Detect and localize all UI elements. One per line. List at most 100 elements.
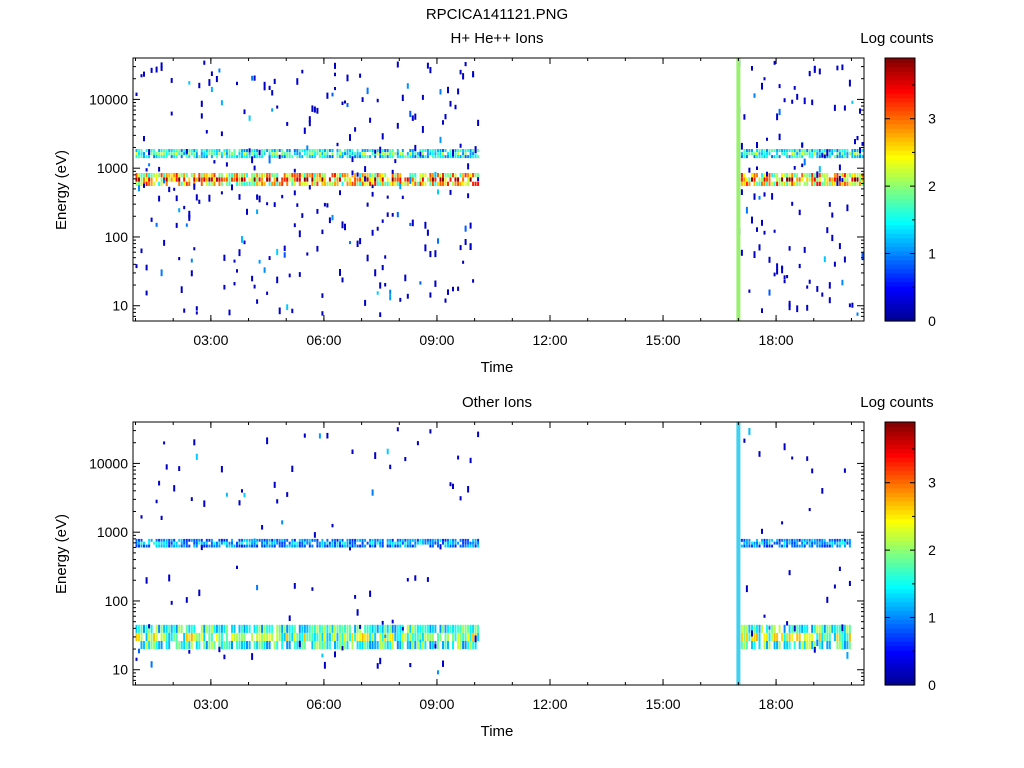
heatmap-cell [341,101,344,105]
heatmap-cell [283,538,286,542]
heatmap-cell [326,149,329,152]
heatmap-cell [859,155,861,159]
heatmap-cell [268,641,271,650]
heatmap-cell [467,149,470,152]
heatmap-cell [801,155,804,159]
heatmap-cell [266,437,269,445]
colorbar-segment [885,167,915,173]
heatmap-cell [434,152,437,156]
heatmap-cell [293,173,296,178]
heatmap-cell [376,181,379,186]
heatmap-cell [821,149,824,152]
heatmap-cell [278,632,281,641]
colorbar-segment [885,150,915,156]
colorbar-segment [885,619,915,625]
colorbar-tick-label: 3 [928,475,936,491]
heatmap-cell [163,544,166,548]
heatmap-cell [349,134,351,141]
heatmap-cell [429,544,432,548]
heatmap-cell [756,541,758,545]
heatmap-cell [339,173,341,178]
heatmap-cell [359,641,362,650]
colorbar-segment [885,290,915,296]
heatmap-cell [374,544,377,548]
heatmap-cell [135,149,138,152]
heatmap-cell [421,173,424,178]
heatmap-cell [854,149,856,152]
heatmap-cell [409,155,412,159]
heatmap-cell [276,177,279,182]
heatmap-cell [173,155,176,159]
heatmap-cell [215,541,218,545]
heatmap-cell [291,538,294,542]
heatmap-cell [303,127,306,134]
heatmap-cell [838,155,841,159]
heatmap-cell [454,624,457,633]
heatmap-cell [148,173,151,178]
heatmap-cell [203,544,206,548]
heatmap-cell [145,149,148,152]
heatmap-cell [454,541,457,545]
heatmap-cell [361,173,364,178]
heatmap-cell [334,544,336,548]
heatmap-cell [168,149,171,152]
heatmap-cell [135,173,138,178]
heatmap-cell [429,152,432,156]
heatmap-cell [313,106,316,113]
heatmap-cell [743,114,746,120]
x-tick-label: 06:00 [306,332,341,348]
heatmap-cell [833,261,836,267]
heatmap-cell [173,544,176,548]
heatmap-cell [401,626,404,631]
heatmap-cell [246,152,248,156]
heatmap-cell [364,538,367,542]
colorbar-segment [885,606,915,612]
heatmap-cell [268,173,271,178]
heatmap-cell [389,641,392,650]
heatmap-cell [208,632,211,641]
heatmap-cell [813,66,816,73]
heatmap-cell [276,499,279,504]
heatmap-cell [459,624,462,633]
heatmap-cell [788,155,791,159]
heatmap-cell [788,246,791,251]
heatmap-cell [281,641,284,650]
heatmap-cell [740,155,743,159]
heatmap-cell [776,149,779,152]
heatmap-cell [148,163,151,167]
heatmap-cell [331,173,334,178]
heatmap-cell [205,130,208,134]
heatmap-cell [384,173,387,178]
heatmap-cell [753,173,756,178]
heatmap-cell [205,177,208,182]
heatmap-cell [135,264,138,269]
heatmap-cell [158,480,161,486]
heatmap-cell [185,544,188,548]
heatmap-cell [140,544,143,548]
heatmap-cell [366,624,369,633]
heatmap-cell [140,515,143,519]
heatmap-cell [190,624,193,633]
heatmap-cell [160,269,163,277]
heatmap-cell [798,544,801,548]
heatmap-cell [366,541,369,545]
x-tick-label: 18:00 [759,332,794,348]
colorbar-segment [885,645,915,651]
heatmap-cell [223,177,226,182]
heatmap-cell [311,624,314,633]
heatmap-cell [431,544,434,548]
heatmap-cell [434,624,437,633]
heatmap-cell [831,544,834,548]
heatmap-cell [856,177,859,182]
heatmap-cell [148,624,151,633]
heatmap-cell [796,177,799,182]
heatmap-cell [291,308,294,314]
heatmap-cell [813,541,816,545]
colorbar-segment [885,264,915,269]
heatmap-cell [386,177,389,182]
heatmap-cell [786,544,789,548]
heatmap-cell [138,152,140,156]
heatmap-cell [175,641,178,650]
heatmap-cell [195,641,198,650]
heatmap-cell [806,181,809,186]
